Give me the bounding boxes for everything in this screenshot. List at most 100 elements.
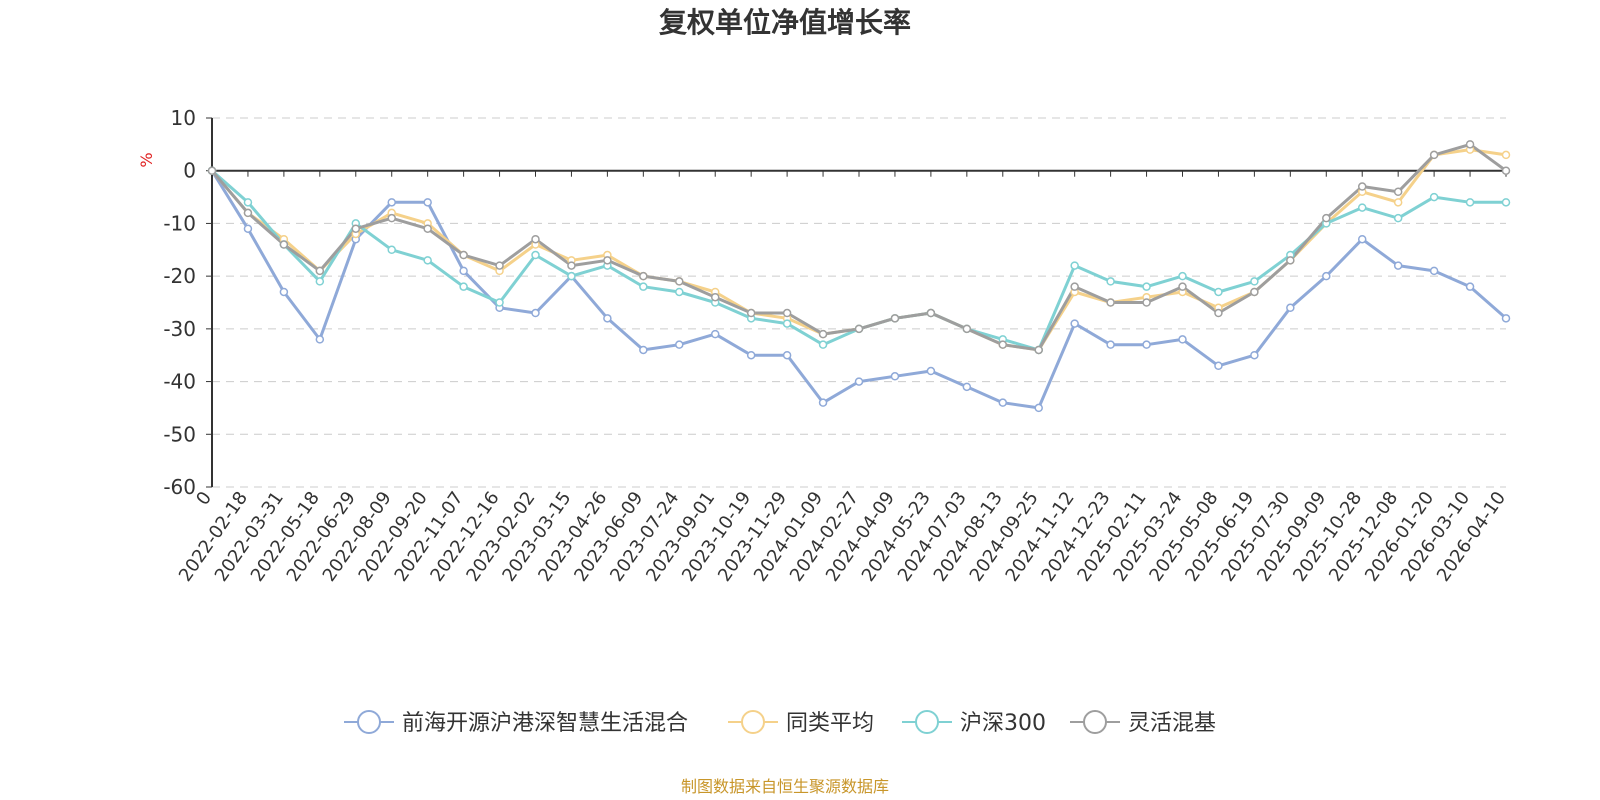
- data-point[interactable]: [243, 208, 253, 218]
- data-point[interactable]: [387, 198, 396, 207]
- data-point[interactable]: [423, 256, 432, 265]
- data-point[interactable]: [675, 340, 684, 349]
- data-point[interactable]: [459, 250, 468, 260]
- data-point[interactable]: [1429, 266, 1439, 276]
- data-point[interactable]: [1286, 303, 1295, 313]
- legend-item-2[interactable]: 沪深300: [902, 710, 1046, 736]
- data-point[interactable]: [1214, 308, 1223, 318]
- data-point[interactable]: [890, 372, 900, 381]
- data-point[interactable]: [207, 166, 217, 175]
- data-point[interactable]: [1178, 282, 1187, 291]
- data-point[interactable]: [1393, 213, 1403, 223]
- data-point[interactable]: [315, 266, 325, 276]
- data-point[interactable]: [603, 314, 612, 323]
- data-point[interactable]: [890, 314, 900, 323]
- data-point[interactable]: [459, 266, 468, 276]
- data-point[interactable]: [1250, 350, 1259, 360]
- data-point[interactable]: [1286, 256, 1295, 265]
- data-point[interactable]: [423, 198, 432, 207]
- data-point[interactable]: [962, 324, 972, 334]
- data-point[interactable]: [710, 292, 720, 302]
- data-point[interactable]: [279, 287, 289, 297]
- data-point[interactable]: [926, 308, 936, 318]
- data-point[interactable]: [639, 345, 648, 355]
- data-point[interactable]: [1357, 203, 1367, 212]
- data-point[interactable]: [315, 277, 325, 286]
- data-point[interactable]: [1322, 271, 1331, 281]
- data-point[interactable]: [1142, 298, 1151, 307]
- data-point[interactable]: [351, 224, 361, 233]
- data-point[interactable]: [854, 324, 864, 334]
- legend[interactable]: 前海开源沪港深智慧生活混合 同类平均 沪深300 灵活混基: [344, 710, 1216, 736]
- data-point[interactable]: [782, 308, 792, 318]
- data-point[interactable]: [567, 261, 576, 270]
- data-point[interactable]: [603, 256, 612, 265]
- data-point[interactable]: [1250, 277, 1259, 286]
- data-point[interactable]: [1501, 150, 1511, 160]
- data-point[interactable]: [1070, 261, 1079, 270]
- data-point[interactable]: [782, 319, 792, 328]
- data-point[interactable]: [1178, 271, 1187, 281]
- data-point[interactable]: [998, 398, 1008, 407]
- data-point[interactable]: [459, 282, 468, 291]
- data-point[interactable]: [387, 245, 396, 255]
- data-point[interactable]: [1429, 192, 1439, 202]
- data-point[interactable]: [1429, 150, 1439, 160]
- legend-item-0[interactable]: 前海开源沪港深智慧生活混合: [344, 710, 688, 736]
- data-point[interactable]: [531, 308, 540, 318]
- data-point[interactable]: [1501, 314, 1511, 323]
- data-point[interactable]: [1034, 403, 1043, 413]
- legend-item-3[interactable]: 灵活混基: [1070, 710, 1216, 736]
- data-point[interactable]: [675, 287, 684, 297]
- data-point[interactable]: [710, 329, 720, 339]
- data-point[interactable]: [567, 271, 576, 281]
- data-point[interactable]: [1142, 340, 1151, 349]
- data-point[interactable]: [1322, 213, 1331, 223]
- data-point[interactable]: [818, 340, 828, 349]
- data-point[interactable]: [746, 308, 756, 318]
- data-point[interactable]: [1465, 140, 1475, 149]
- data-point[interactable]: [1393, 198, 1403, 207]
- data-point[interactable]: [423, 224, 432, 233]
- data-point[interactable]: [315, 335, 325, 344]
- data-point[interactable]: [531, 250, 540, 260]
- data-point[interactable]: [495, 298, 504, 307]
- data-point[interactable]: [1501, 166, 1511, 175]
- data-point[interactable]: [998, 340, 1008, 349]
- data-point[interactable]: [675, 277, 684, 286]
- data-point[interactable]: [1214, 287, 1223, 297]
- data-point[interactable]: [1178, 335, 1187, 344]
- data-point[interactable]: [1393, 187, 1403, 197]
- data-point[interactable]: [1070, 319, 1079, 328]
- data-point[interactable]: [1393, 261, 1403, 270]
- data-point[interactable]: [387, 213, 396, 223]
- data-point[interactable]: [1214, 361, 1223, 371]
- data-point[interactable]: [1142, 282, 1151, 291]
- data-point[interactable]: [495, 261, 504, 270]
- data-point[interactable]: [962, 382, 972, 392]
- data-point[interactable]: [1465, 282, 1475, 291]
- data-point[interactable]: [639, 271, 648, 281]
- data-point[interactable]: [1357, 234, 1367, 244]
- data-point[interactable]: [243, 198, 253, 207]
- data-point[interactable]: [639, 282, 648, 291]
- data-point[interactable]: [926, 366, 936, 376]
- data-point[interactable]: [854, 377, 864, 386]
- data-point[interactable]: [1250, 287, 1259, 297]
- data-point[interactable]: [1106, 340, 1115, 349]
- data-point[interactable]: [818, 329, 828, 339]
- legend-item-1[interactable]: 同类平均: [728, 710, 874, 736]
- data-point[interactable]: [1106, 277, 1115, 286]
- data-point[interactable]: [818, 398, 828, 407]
- data-point[interactable]: [1357, 182, 1367, 191]
- data-point[interactable]: [746, 350, 756, 360]
- data-point[interactable]: [1034, 345, 1043, 355]
- data-point[interactable]: [782, 350, 792, 360]
- data-point[interactable]: [1106, 298, 1115, 307]
- data-point[interactable]: [1501, 198, 1511, 207]
- data-point[interactable]: [243, 224, 253, 233]
- data-point[interactable]: [531, 234, 540, 244]
- data-point[interactable]: [279, 240, 289, 249]
- data-point[interactable]: [1070, 282, 1079, 291]
- data-point[interactable]: [1465, 198, 1475, 207]
